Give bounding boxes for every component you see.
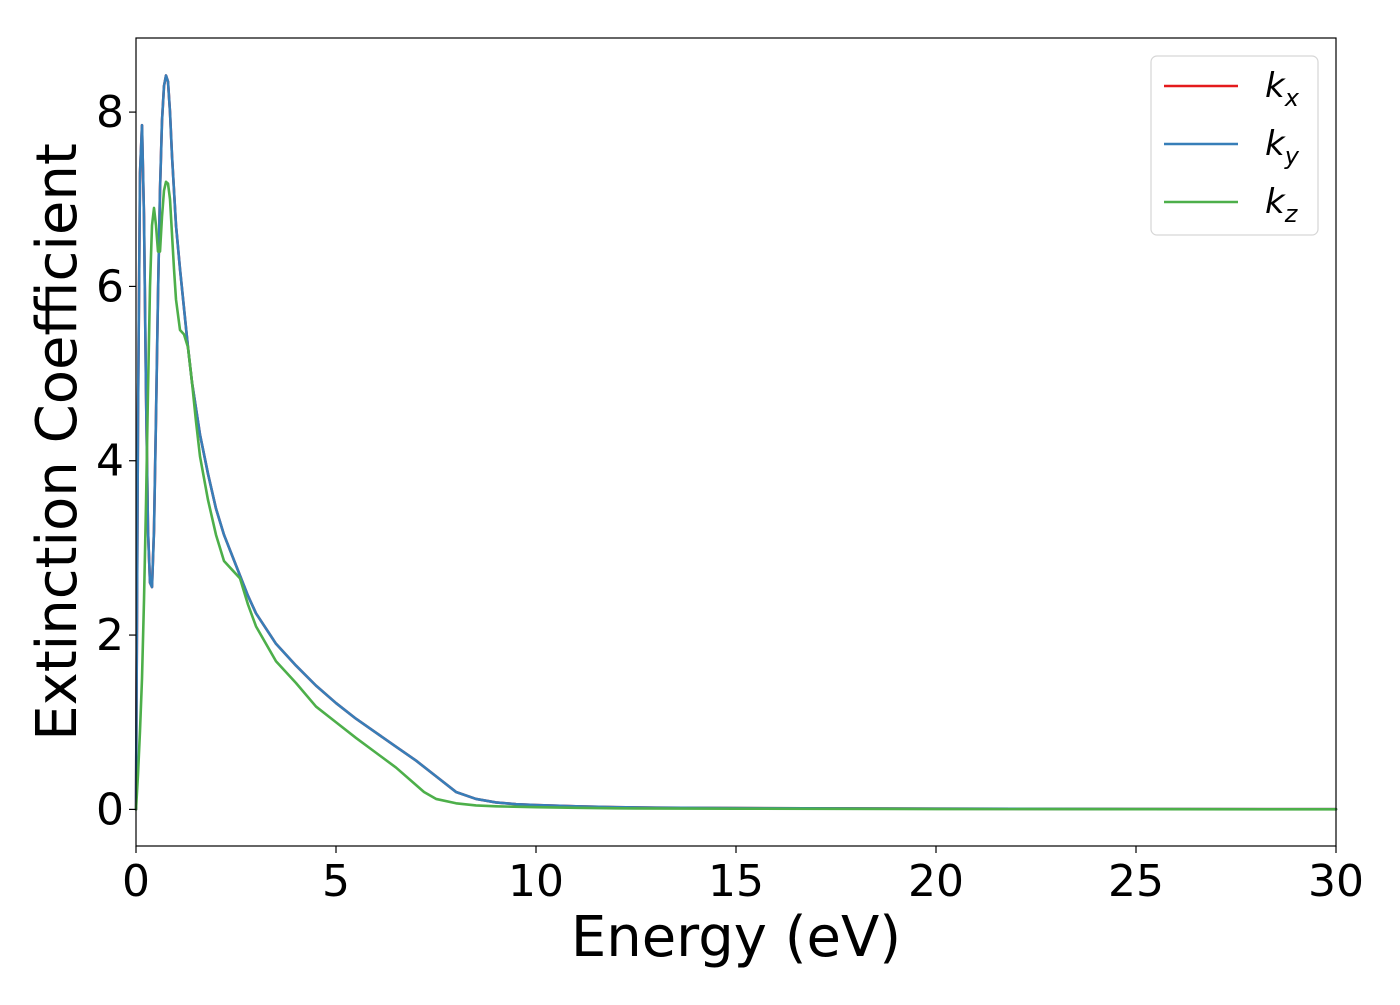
legend-label-k-x: kx [1265,66,1300,112]
series-line-k-y [134,74,1338,811]
x-axis-ticks: 0 5 10 15 20 25 30 [122,846,1364,907]
y-axis-title: Extinction Coefficient [25,143,90,741]
x-axis-title: Energy (eV) [571,905,901,970]
x-tick-label: 10 [508,856,564,907]
x-tick-label: 15 [708,856,764,907]
legend-box [1150,55,1319,236]
legend-items: kx ky kz [1164,66,1300,228]
y-tick-label: 8 [96,87,124,138]
series-line-k-z [134,180,1338,811]
x-tick-label: 0 [122,856,150,907]
y-tick-label: 0 [96,784,124,835]
legend-label-k-z: kz [1265,182,1299,228]
legend: kx ky kz [1150,55,1319,236]
y-tick-label: 2 [96,610,124,661]
x-tick-label: 20 [908,856,964,907]
x-tick-label: 25 [1108,856,1164,907]
series-lines [134,74,1338,811]
legend-label-k-y: ky [1265,124,1300,170]
x-tick-label: 30 [1308,856,1364,907]
y-tick-label: 6 [96,261,124,312]
y-tick-label: 4 [96,436,124,487]
y-axis-ticks: 0 2 4 6 8 [96,87,136,835]
x-tick-label: 5 [322,856,350,907]
